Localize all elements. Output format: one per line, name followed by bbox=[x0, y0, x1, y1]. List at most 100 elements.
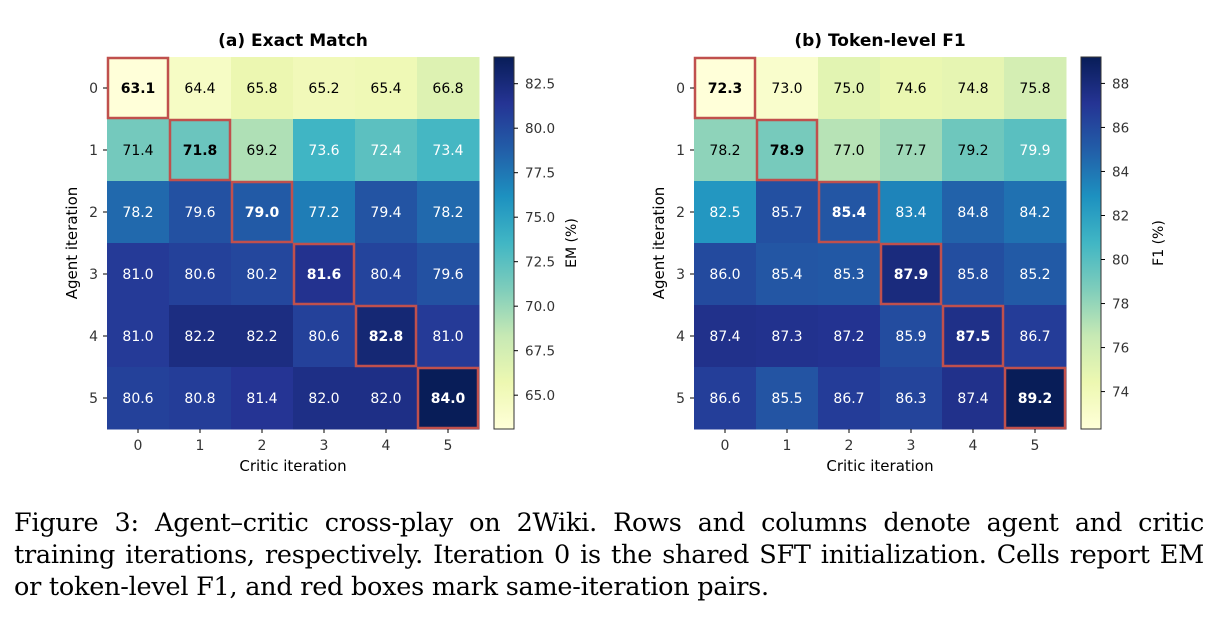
em-cell-label: 82.2 bbox=[184, 329, 215, 345]
f1-colorbar-label: F1 (%) bbox=[1151, 220, 1167, 266]
f1-cell-label: 85.9 bbox=[895, 329, 926, 345]
f1-diagonal-highlight bbox=[817, 180, 881, 244]
f1-cell-label: 75.8 bbox=[1019, 81, 1050, 97]
em-heatmap-cell bbox=[107, 181, 170, 244]
em-y-tick-label: 3 bbox=[89, 267, 98, 283]
f1-colorbar-tick-label: 80 bbox=[1112, 253, 1129, 269]
f1-heatmap-cell bbox=[756, 119, 819, 182]
em-chart-title: (a) Exact Match bbox=[218, 31, 368, 51]
em-y-axis-label: Agent iteration bbox=[63, 187, 81, 300]
em-heatmap-cell bbox=[355, 367, 418, 430]
f1-heatmap-cell bbox=[942, 181, 1005, 244]
em-x-tick-label: 4 bbox=[382, 438, 391, 454]
em-cell-label: 73.4 bbox=[432, 143, 463, 159]
f1-cell-label: 87.3 bbox=[771, 329, 802, 345]
em-cell-label: 82.0 bbox=[308, 391, 339, 407]
em-cell-label: 72.4 bbox=[370, 143, 401, 159]
f1-x-tick-label: 2 bbox=[845, 438, 854, 454]
f1-heatmap-cell bbox=[880, 367, 943, 430]
em-heatmap-cell bbox=[293, 243, 356, 306]
f1-colorbar-tick-label: 88 bbox=[1112, 76, 1129, 92]
f1-heatmap-cell bbox=[818, 367, 881, 430]
em-heatmap-cell bbox=[107, 367, 170, 430]
f1-cell-label: 85.2 bbox=[1019, 267, 1050, 283]
f1-colorbar-tick-label: 74 bbox=[1112, 385, 1129, 401]
em-cell-label: 80.2 bbox=[246, 267, 277, 283]
em-cell-label: 81.4 bbox=[246, 391, 277, 407]
f1-chart-title: (b) Token-level F1 bbox=[794, 31, 965, 51]
em-cell-label: 82.0 bbox=[370, 391, 401, 407]
f1-heatmap-cell bbox=[1004, 243, 1067, 306]
f1-heatmap-cell bbox=[942, 57, 1005, 120]
f1-cell-label: 86.3 bbox=[895, 391, 926, 407]
f1-cell-label: 86.7 bbox=[833, 391, 864, 407]
f1-heatmap-cell bbox=[1004, 305, 1067, 368]
em-heatmap-cell bbox=[417, 57, 480, 120]
f1-heatmap-cell bbox=[942, 119, 1005, 182]
f1-heatmap-cell bbox=[818, 305, 881, 368]
em-heatmap-cell bbox=[355, 119, 418, 182]
em-diagonal-highlight bbox=[168, 118, 232, 182]
f1-heatmap-cell bbox=[880, 305, 943, 368]
f1-heatmap-cell bbox=[694, 119, 757, 182]
f1-diagonal-highlight bbox=[1003, 366, 1067, 430]
em-colorbar-tick-label: 77.5 bbox=[525, 166, 555, 182]
em-colorbar-label: EM (%) bbox=[564, 218, 580, 268]
f1-cell-label: 75.0 bbox=[833, 81, 864, 97]
em-heatmap-cell bbox=[169, 243, 232, 306]
em-cell-label: 80.8 bbox=[184, 391, 215, 407]
f1-heatmap-cell bbox=[1004, 119, 1067, 182]
em-diagonal-highlight bbox=[106, 56, 170, 120]
em-cell-label: 81.6 bbox=[307, 267, 342, 283]
em-cell-label: 84.0 bbox=[431, 391, 466, 407]
em-cell-label: 71.4 bbox=[122, 143, 153, 159]
em-cell-label: 63.1 bbox=[121, 81, 156, 97]
f1-cell-label: 82.5 bbox=[709, 205, 740, 221]
em-heatmap-cell bbox=[355, 305, 418, 368]
f1-y-tick-label: 4 bbox=[676, 329, 685, 345]
f1-cell-label: 78.9 bbox=[770, 143, 805, 159]
f1-cell-label: 86.6 bbox=[709, 391, 740, 407]
em-heatmap-cell bbox=[169, 367, 232, 430]
em-x-tick-label: 1 bbox=[196, 438, 205, 454]
em-cell-label: 81.0 bbox=[122, 267, 153, 283]
em-heatmap-cell bbox=[293, 367, 356, 430]
f1-heatmap-cell bbox=[880, 243, 943, 306]
em-cell-label: 79.6 bbox=[432, 267, 463, 283]
f1-diagonal-highlight bbox=[693, 56, 757, 120]
f1-heatmap-cell bbox=[694, 181, 757, 244]
f1-cell-label: 77.7 bbox=[895, 143, 926, 159]
em-heatmap-cell bbox=[107, 243, 170, 306]
f1-cell-label: 72.3 bbox=[708, 81, 743, 97]
em-cell-label: 65.2 bbox=[308, 81, 339, 97]
em-x-tick-label: 0 bbox=[134, 438, 143, 454]
em-heatmap-cell bbox=[293, 57, 356, 120]
em-cell-label: 79.0 bbox=[245, 205, 280, 221]
em-heatmap-cell bbox=[107, 305, 170, 368]
f1-heatmap-cell bbox=[818, 243, 881, 306]
em-y-tick-label: 0 bbox=[89, 81, 98, 97]
em-heatmap-cell bbox=[231, 181, 294, 244]
f1-x-tick-label: 0 bbox=[721, 438, 730, 454]
em-heatmap-cell bbox=[293, 305, 356, 368]
f1-cell-label: 78.2 bbox=[709, 143, 740, 159]
em-cell-label: 77.2 bbox=[308, 205, 339, 221]
f1-diagonal-highlight bbox=[941, 304, 1005, 368]
em-x-tick-label: 3 bbox=[320, 438, 329, 454]
em-cell-label: 71.8 bbox=[183, 143, 218, 159]
em-cell-label: 80.6 bbox=[184, 267, 215, 283]
em-heatmap-cell bbox=[231, 367, 294, 430]
f1-cell-label: 86.7 bbox=[1019, 329, 1050, 345]
em-diagonal-highlight bbox=[230, 180, 294, 244]
em-x-axis-label: Critic iteration bbox=[239, 457, 346, 475]
em-diagonal-highlight bbox=[292, 242, 356, 306]
em-diagonal-highlight bbox=[354, 304, 418, 368]
em-colorbar-tick-label: 75.0 bbox=[525, 210, 555, 226]
f1-y-tick-label: 3 bbox=[676, 267, 685, 283]
f1-y-tick-label: 2 bbox=[676, 205, 685, 221]
em-colorbar-tick-label: 65.0 bbox=[525, 388, 555, 404]
em-cell-label: 78.2 bbox=[122, 205, 153, 221]
f1-colorbar-tick-label: 76 bbox=[1112, 341, 1129, 357]
em-heatmap-cell bbox=[417, 243, 480, 306]
f1-y-tick-label: 1 bbox=[676, 143, 685, 159]
